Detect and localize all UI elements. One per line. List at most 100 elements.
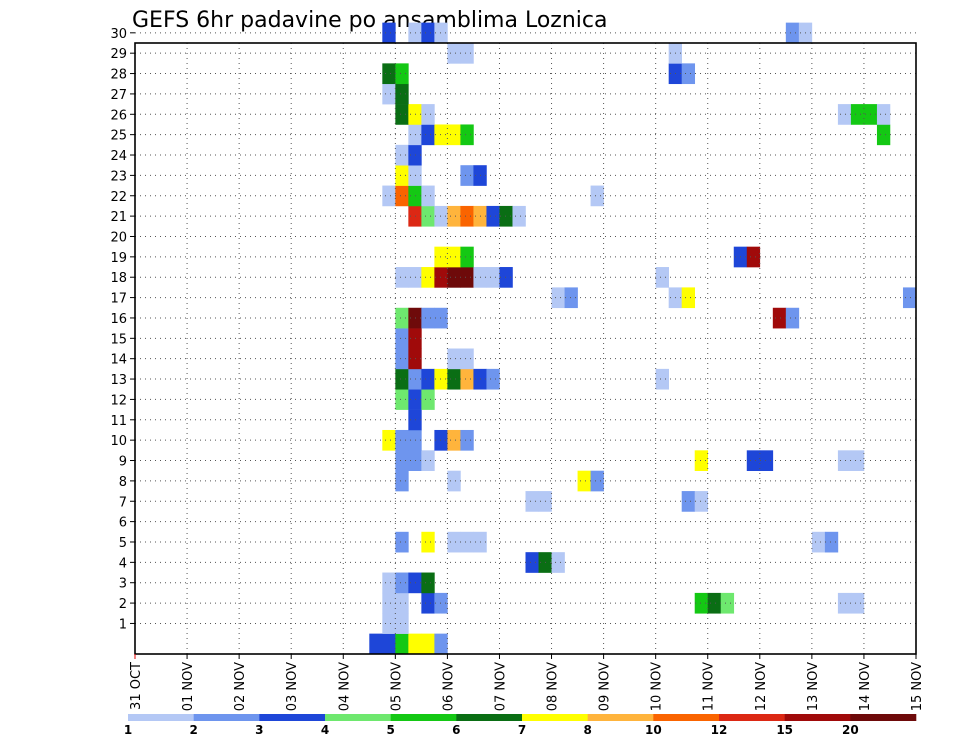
y-tick-label: 24 [110, 149, 127, 164]
heatmap-cell [460, 368, 474, 390]
heatmap-cell [720, 592, 735, 614]
heatmap-cell [460, 43, 474, 64]
heatmap-cell [460, 348, 474, 370]
x-tick-label: 07 NOV [493, 662, 508, 711]
legend-swatch [587, 714, 654, 721]
heatmap-cell [395, 185, 409, 207]
heatmap-cell [499, 205, 513, 227]
legend-swatch [653, 714, 720, 721]
y-tick-label: 8 [119, 475, 127, 490]
x-tick-label: 04 NOV [337, 662, 352, 711]
grid [134, 32, 917, 654]
legend-swatch [456, 714, 523, 721]
y-tick-label: 22 [110, 190, 127, 205]
heatmap-cell [447, 531, 461, 553]
heatmap-cell [434, 633, 448, 655]
y-tick-label: 9 [119, 455, 127, 470]
heatmap-cell [382, 429, 396, 451]
y-tick-label: 13 [110, 373, 127, 388]
y-tick-label: 14 [110, 353, 127, 368]
heatmap-cell [395, 389, 409, 410]
legend-label: 20 [842, 723, 859, 737]
heatmap-cell [447, 124, 461, 146]
x-tick-label: 02 NOV [233, 662, 248, 711]
x-tick-label: 13 NOV [806, 662, 821, 711]
x-tick-label: 03 NOV [285, 662, 300, 711]
heatmap-cell [486, 205, 500, 227]
heatmap-cell [382, 185, 396, 207]
heatmap-cell [460, 205, 474, 227]
heatmap-cell [460, 531, 474, 553]
heatmap-cell [395, 63, 409, 85]
heatmap-cell [447, 267, 461, 288]
heatmap-cell [564, 287, 578, 309]
heatmap-cell [447, 348, 461, 370]
heatmap-cell [850, 450, 865, 471]
heatmap-cell [395, 83, 409, 105]
y-tick-label: 20 [110, 230, 127, 245]
heatmap-cell [434, 592, 448, 614]
heatmap-cell [434, 124, 448, 146]
heatmap-cell [525, 552, 539, 573]
heatmap-cell [681, 287, 696, 309]
y-tick-label: 29 [110, 47, 127, 62]
heatmap-cell [434, 205, 448, 227]
x-tick-label: 09 NOV [598, 662, 613, 711]
heatmap-cell [395, 165, 409, 186]
heatmap-cell [447, 429, 461, 451]
y-tick-label: 23 [110, 169, 127, 184]
heatmap-cell [850, 592, 865, 614]
heatmap-cell [421, 104, 435, 125]
legend-swatch [193, 714, 260, 721]
heatmap-cell [434, 246, 448, 268]
y-tick-label: 11 [110, 414, 127, 429]
y-tick-label: 6 [119, 516, 127, 531]
heatmap-cell [421, 185, 435, 207]
y-tick-label: 16 [110, 312, 127, 327]
heatmap-cell [759, 450, 774, 471]
heatmap-cell [785, 22, 800, 44]
heatmap-cell [694, 450, 709, 471]
heatmap-cell [395, 368, 409, 390]
y-tick-label: 21 [110, 210, 127, 225]
heatmap-cell [395, 572, 409, 594]
legend-swatch [325, 714, 391, 721]
legend-swatch [128, 714, 194, 721]
heatmap-cell [876, 124, 891, 146]
heatmap-cell [395, 307, 409, 329]
legend-swatch [850, 714, 917, 721]
legend-label: 6 [452, 723, 460, 737]
y-tick-label: 12 [110, 393, 127, 408]
heatmap-cell [395, 104, 409, 125]
legend-swatch [259, 714, 326, 721]
heatmap-cell [408, 633, 422, 655]
y-tick-label: 27 [110, 88, 127, 103]
heatmap-cell [772, 307, 787, 329]
heatmap-cell [447, 470, 461, 492]
legend-label: 12 [711, 723, 728, 737]
legend: 1 2 3 4 5 6 7 8 10 12 15 20 [124, 714, 917, 737]
heatmap-cell [395, 429, 409, 451]
heatmap-cell [525, 491, 539, 512]
heatmap-cell [447, 43, 461, 64]
heatmap-cell [421, 307, 435, 329]
heatmap-cell [694, 592, 709, 614]
heatmap-cell [369, 633, 383, 655]
x-tick-label: 11 NOV [702, 662, 717, 711]
heatmap-cell [421, 450, 435, 471]
y-tick-label: 26 [110, 108, 127, 123]
heatmap-cell [421, 531, 435, 553]
heatmap-cell [421, 633, 435, 655]
y-tick-label: 15 [110, 332, 127, 347]
legend-label: 1 [124, 723, 132, 737]
legend-label: 7 [518, 723, 526, 737]
heatmap-cell [434, 267, 448, 288]
legend-label: 2 [189, 723, 197, 737]
heatmap-cell [382, 633, 396, 655]
x-tick-label: 10 NOV [650, 662, 665, 711]
heatmap-cell [902, 287, 917, 309]
heatmap-cell [824, 531, 839, 553]
heatmap-cell [460, 246, 474, 268]
legend-label: 15 [776, 723, 793, 737]
legend-label: 3 [255, 723, 263, 737]
